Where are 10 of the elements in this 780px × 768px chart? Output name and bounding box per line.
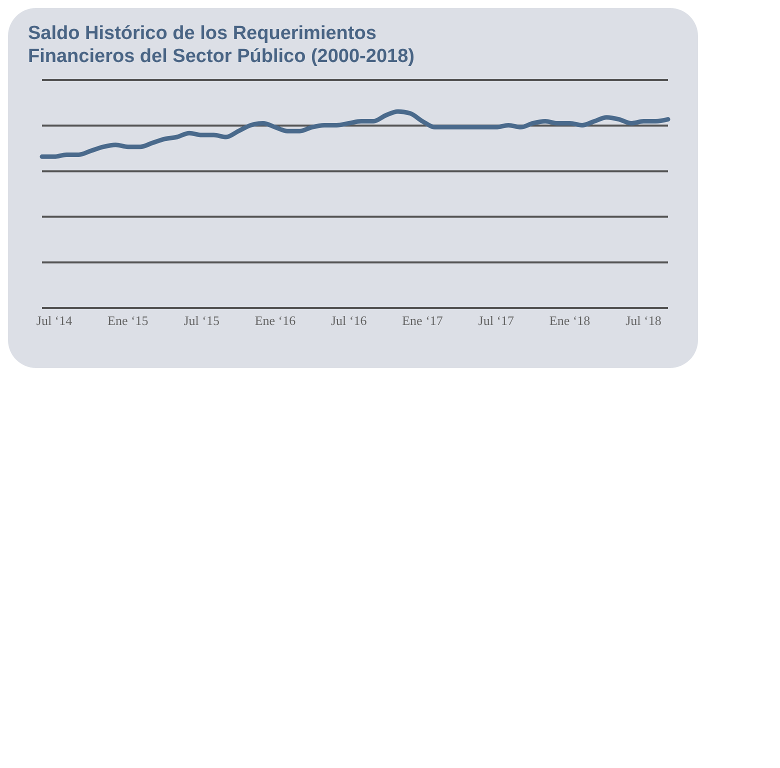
x-tick-label: Jul ‘17 bbox=[478, 313, 515, 328]
x-tick-label: Ene ‘18 bbox=[549, 313, 590, 328]
x-tick-label: Jul ‘15 bbox=[184, 313, 220, 328]
x-tick-label: Ene ‘16 bbox=[254, 313, 296, 328]
x-tick-label: Ene ‘17 bbox=[402, 313, 444, 328]
x-tick-label: Jul ‘18 bbox=[626, 313, 662, 328]
x-tick-label: Jul ‘14 bbox=[36, 313, 73, 328]
x-tick-label: Ene ‘15 bbox=[108, 313, 148, 328]
chart-title: Saldo Histórico de los Requerimientos Financieros del Sector Público (2000-2018) bbox=[28, 22, 416, 68]
x-tick-label: Jul ‘16 bbox=[330, 313, 368, 328]
